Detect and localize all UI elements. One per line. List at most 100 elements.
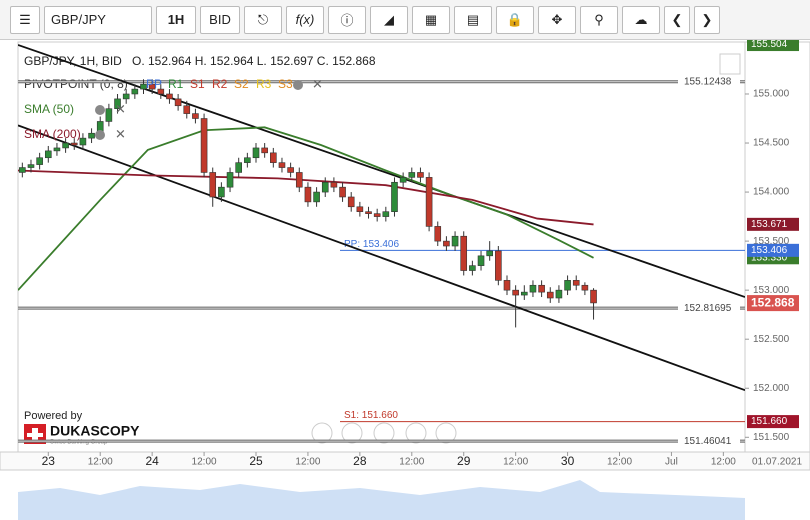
candle-body	[122, 93, 130, 100]
candle-body	[321, 181, 329, 193]
pivot-level: S2	[234, 77, 249, 91]
candle-body	[451, 235, 459, 247]
trendline	[18, 44, 745, 298]
indicators-button[interactable]: f(x)	[286, 5, 324, 34]
candle-body	[356, 206, 364, 212]
lock-button[interactable]: 🔒	[496, 5, 534, 34]
x-tick-label: 12:00	[192, 457, 217, 468]
candle-body	[469, 265, 476, 271]
trendline	[18, 124, 745, 392]
candle-body	[252, 147, 260, 159]
h-line-label: 151.46041	[684, 436, 732, 447]
pivot-legend: PIVOTPOINT (0, 8)	[24, 77, 128, 91]
candle-body	[261, 147, 268, 154]
y-tick-label: 153.500	[753, 236, 790, 247]
symbol-select[interactable]: GBP/JPY	[44, 5, 152, 34]
indicator-line	[18, 126, 594, 291]
candle-body	[590, 289, 597, 304]
price-marker	[747, 40, 799, 52]
pivot-level: PP	[146, 77, 162, 91]
x-tick-label: 12:00	[88, 457, 113, 468]
x-tick-label: 28	[353, 454, 367, 468]
zoom-in[interactable]	[405, 422, 427, 444]
settings-icon	[293, 80, 303, 90]
candle-body	[399, 177, 407, 183]
next-button[interactable]: ❯	[694, 5, 720, 34]
candle-body	[564, 280, 571, 291]
pivot-line-label: S1: 151.660	[344, 410, 398, 421]
candle-body	[44, 150, 52, 159]
candle-body	[460, 235, 468, 271]
y-tick-label: 151.500	[753, 432, 790, 443]
chart-title: GBP/JPY, 1H, BID	[24, 54, 122, 68]
zoom-button[interactable]: ⚲	[580, 5, 618, 34]
price-marker	[747, 217, 799, 231]
logo-powered: Powered by	[24, 410, 83, 422]
news-button[interactable]: ▤	[454, 5, 492, 34]
nav-controls	[311, 422, 457, 444]
x-tick-label: 23	[42, 454, 56, 468]
y-tick-label: 153.000	[753, 285, 790, 296]
candle-body	[295, 172, 303, 188]
logo-cross	[27, 428, 43, 442]
timeframe-select[interactable]: 1H	[156, 5, 196, 34]
chart-type-button[interactable]: ⎋	[244, 5, 282, 34]
candle-body	[218, 186, 225, 198]
candle-body	[79, 137, 87, 146]
h-line-label-bg	[678, 434, 740, 448]
candle-body	[157, 88, 165, 95]
price-marker-label: 151.660	[751, 416, 788, 427]
info-button[interactable]: ⓘ	[328, 5, 366, 34]
reset[interactable]	[373, 422, 395, 444]
candle-body	[330, 181, 338, 188]
candle-body	[209, 172, 217, 198]
y-tick-label: 154.500	[753, 138, 790, 149]
candle-body	[434, 226, 442, 242]
indicator-legend: SMA (50)	[24, 102, 74, 116]
candle-body	[581, 284, 589, 291]
scroll-left[interactable]	[311, 422, 333, 444]
upload-button[interactable]: ☁	[622, 5, 660, 34]
logo-brand: DUKASCOPY	[50, 423, 140, 439]
candle-body	[417, 172, 424, 178]
crosshair-button[interactable]: ✥	[538, 5, 576, 34]
h-line-label: 155.12438	[684, 76, 732, 87]
x-tick-label: 12:00	[503, 457, 528, 468]
x-tick-label: 24	[145, 454, 159, 468]
candle-body	[140, 83, 147, 90]
y-tick-label: 154.000	[753, 187, 790, 198]
candle-body	[53, 147, 61, 152]
price-marker	[747, 415, 799, 429]
ohlc-summary: O. 152.964 H. 152.964 L. 152.697 C. 152.…	[132, 54, 376, 68]
navigator-area	[18, 480, 745, 520]
zoom-out[interactable]	[341, 422, 363, 444]
close-icon: ✕	[115, 101, 126, 116]
candle-body	[408, 172, 416, 178]
candle-body	[495, 250, 502, 281]
candle-body	[477, 255, 485, 266]
candle-body	[391, 181, 398, 212]
candle-body	[529, 284, 537, 293]
scroll-right[interactable]	[435, 422, 457, 444]
candle-body	[105, 108, 113, 122]
candle-body	[572, 280, 580, 286]
indicator-line	[18, 169, 594, 226]
menu-button[interactable]: ☰	[10, 5, 40, 34]
candle-body	[235, 162, 242, 173]
x-tick-label: 29	[457, 454, 471, 468]
side-select[interactable]: BID	[200, 5, 240, 34]
indicator-legend: SMA (200)	[24, 127, 81, 141]
candle-body	[287, 167, 294, 173]
y-tick-label: 152.500	[753, 334, 790, 345]
candle-body	[174, 98, 182, 107]
plot-layer: 155.12438 152.81695 151.46041 PP: 153.406 S1…	[18, 44, 745, 448]
candle-body	[278, 162, 286, 168]
close-icon: ✕	[312, 76, 323, 91]
expand-button[interactable]	[719, 53, 741, 75]
drawing-button[interactable]: ◢	[370, 5, 408, 34]
pivot-line-label: PP: 153.406	[344, 239, 399, 250]
candle-body	[538, 284, 545, 293]
prev-button[interactable]: ❮	[664, 5, 690, 34]
calendar-button[interactable]: ▦	[412, 5, 450, 34]
